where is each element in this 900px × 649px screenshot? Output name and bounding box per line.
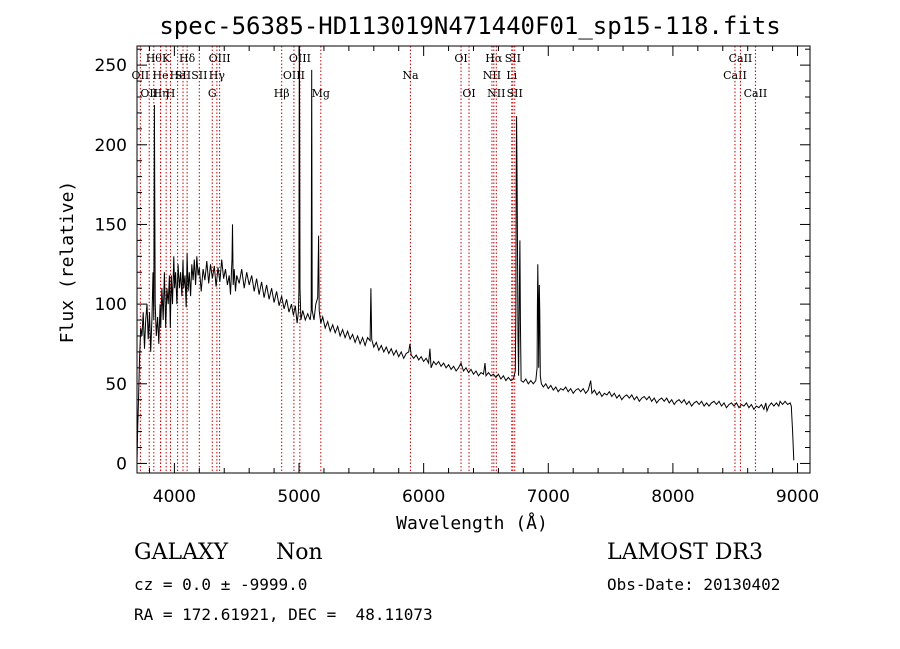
line-marker-label: Hβ <box>274 87 290 100</box>
x-tick-label: 9000 <box>776 487 819 507</box>
line-marker-label: G <box>208 87 217 100</box>
x-tick-label: 5000 <box>277 487 320 507</box>
line-marker-label: Li <box>506 69 517 82</box>
line-marker-label: CaII <box>723 69 747 82</box>
line-marker-label: OI <box>454 52 467 65</box>
line-marker-label: OI <box>462 87 475 100</box>
x-axis-label: Wavelength (Å) <box>396 512 548 534</box>
line-marker-label: SII <box>505 52 521 65</box>
x-tick-label: 7000 <box>527 487 570 507</box>
line-marker-label: NII <box>487 87 505 100</box>
x-tick-label: 4000 <box>153 487 196 507</box>
line-marker-label: Na <box>402 69 419 82</box>
spectrum-line <box>136 45 795 464</box>
x-axis-ticks: 4000 5000 6000 7000 8000 9000 <box>148 46 819 507</box>
line-marker-label: Hη <box>153 87 169 100</box>
y-tick-label: 150 <box>95 215 127 235</box>
line-marker-label: OIII <box>209 52 231 65</box>
spectral-line-markers: OIIOIIHθHeHηKHHeSIIHδSIIGHγOIIIHβOIIIOII… <box>132 46 768 473</box>
plot-frame <box>136 45 811 474</box>
line-marker-label: OII <box>132 69 150 82</box>
line-marker-label: SII <box>175 69 191 82</box>
line-marker-label: Hδ <box>179 52 196 65</box>
line-marker-label: SII <box>191 69 207 82</box>
coordinates-info: RA = 172.61921, DEC = 48.11073 <box>134 605 433 624</box>
y-tick-label: 200 <box>95 136 127 156</box>
y-tick-label: 100 <box>95 295 127 315</box>
line-marker-label: Mg <box>312 87 330 100</box>
y-tick-label: 50 <box>105 375 127 395</box>
x-tick-label: 8000 <box>651 487 694 507</box>
line-marker-label: He <box>170 69 186 82</box>
line-marker-label: Hγ <box>209 69 226 82</box>
line-marker-label: K <box>162 52 171 65</box>
chart-title: spec-56385-HD113019N471440F01_sp15-118.f… <box>159 12 780 40</box>
line-marker-label: NII <box>483 69 501 82</box>
line-marker-label: H <box>166 87 176 100</box>
line-marker-label: Hα <box>485 52 503 65</box>
redshift-info: cz = 0.0 ± -9999.0 <box>134 575 307 594</box>
object-subclass: Non <box>276 540 323 565</box>
x-tick-label: 6000 <box>402 487 445 507</box>
observation-date: Obs-Date: 20130402 <box>607 575 780 594</box>
y-tick-label: 0 <box>116 454 127 474</box>
line-marker-label: CaII <box>744 87 768 100</box>
y-tick-label: 250 <box>95 56 127 76</box>
object-class: GALAXY <box>134 540 229 565</box>
survey-name: LAMOST DR3 <box>607 540 763 565</box>
line-marker-label: Hθ <box>146 52 163 65</box>
line-marker-label: OIII <box>283 69 305 82</box>
y-axis-ticks: 0 50 100 150 200 250 <box>95 48 810 474</box>
line-marker-label: CaII <box>729 52 753 65</box>
line-marker-label: SII <box>507 87 523 100</box>
line-marker-label: OII <box>140 87 158 100</box>
y-axis-label: Flux (relative) <box>57 181 78 344</box>
